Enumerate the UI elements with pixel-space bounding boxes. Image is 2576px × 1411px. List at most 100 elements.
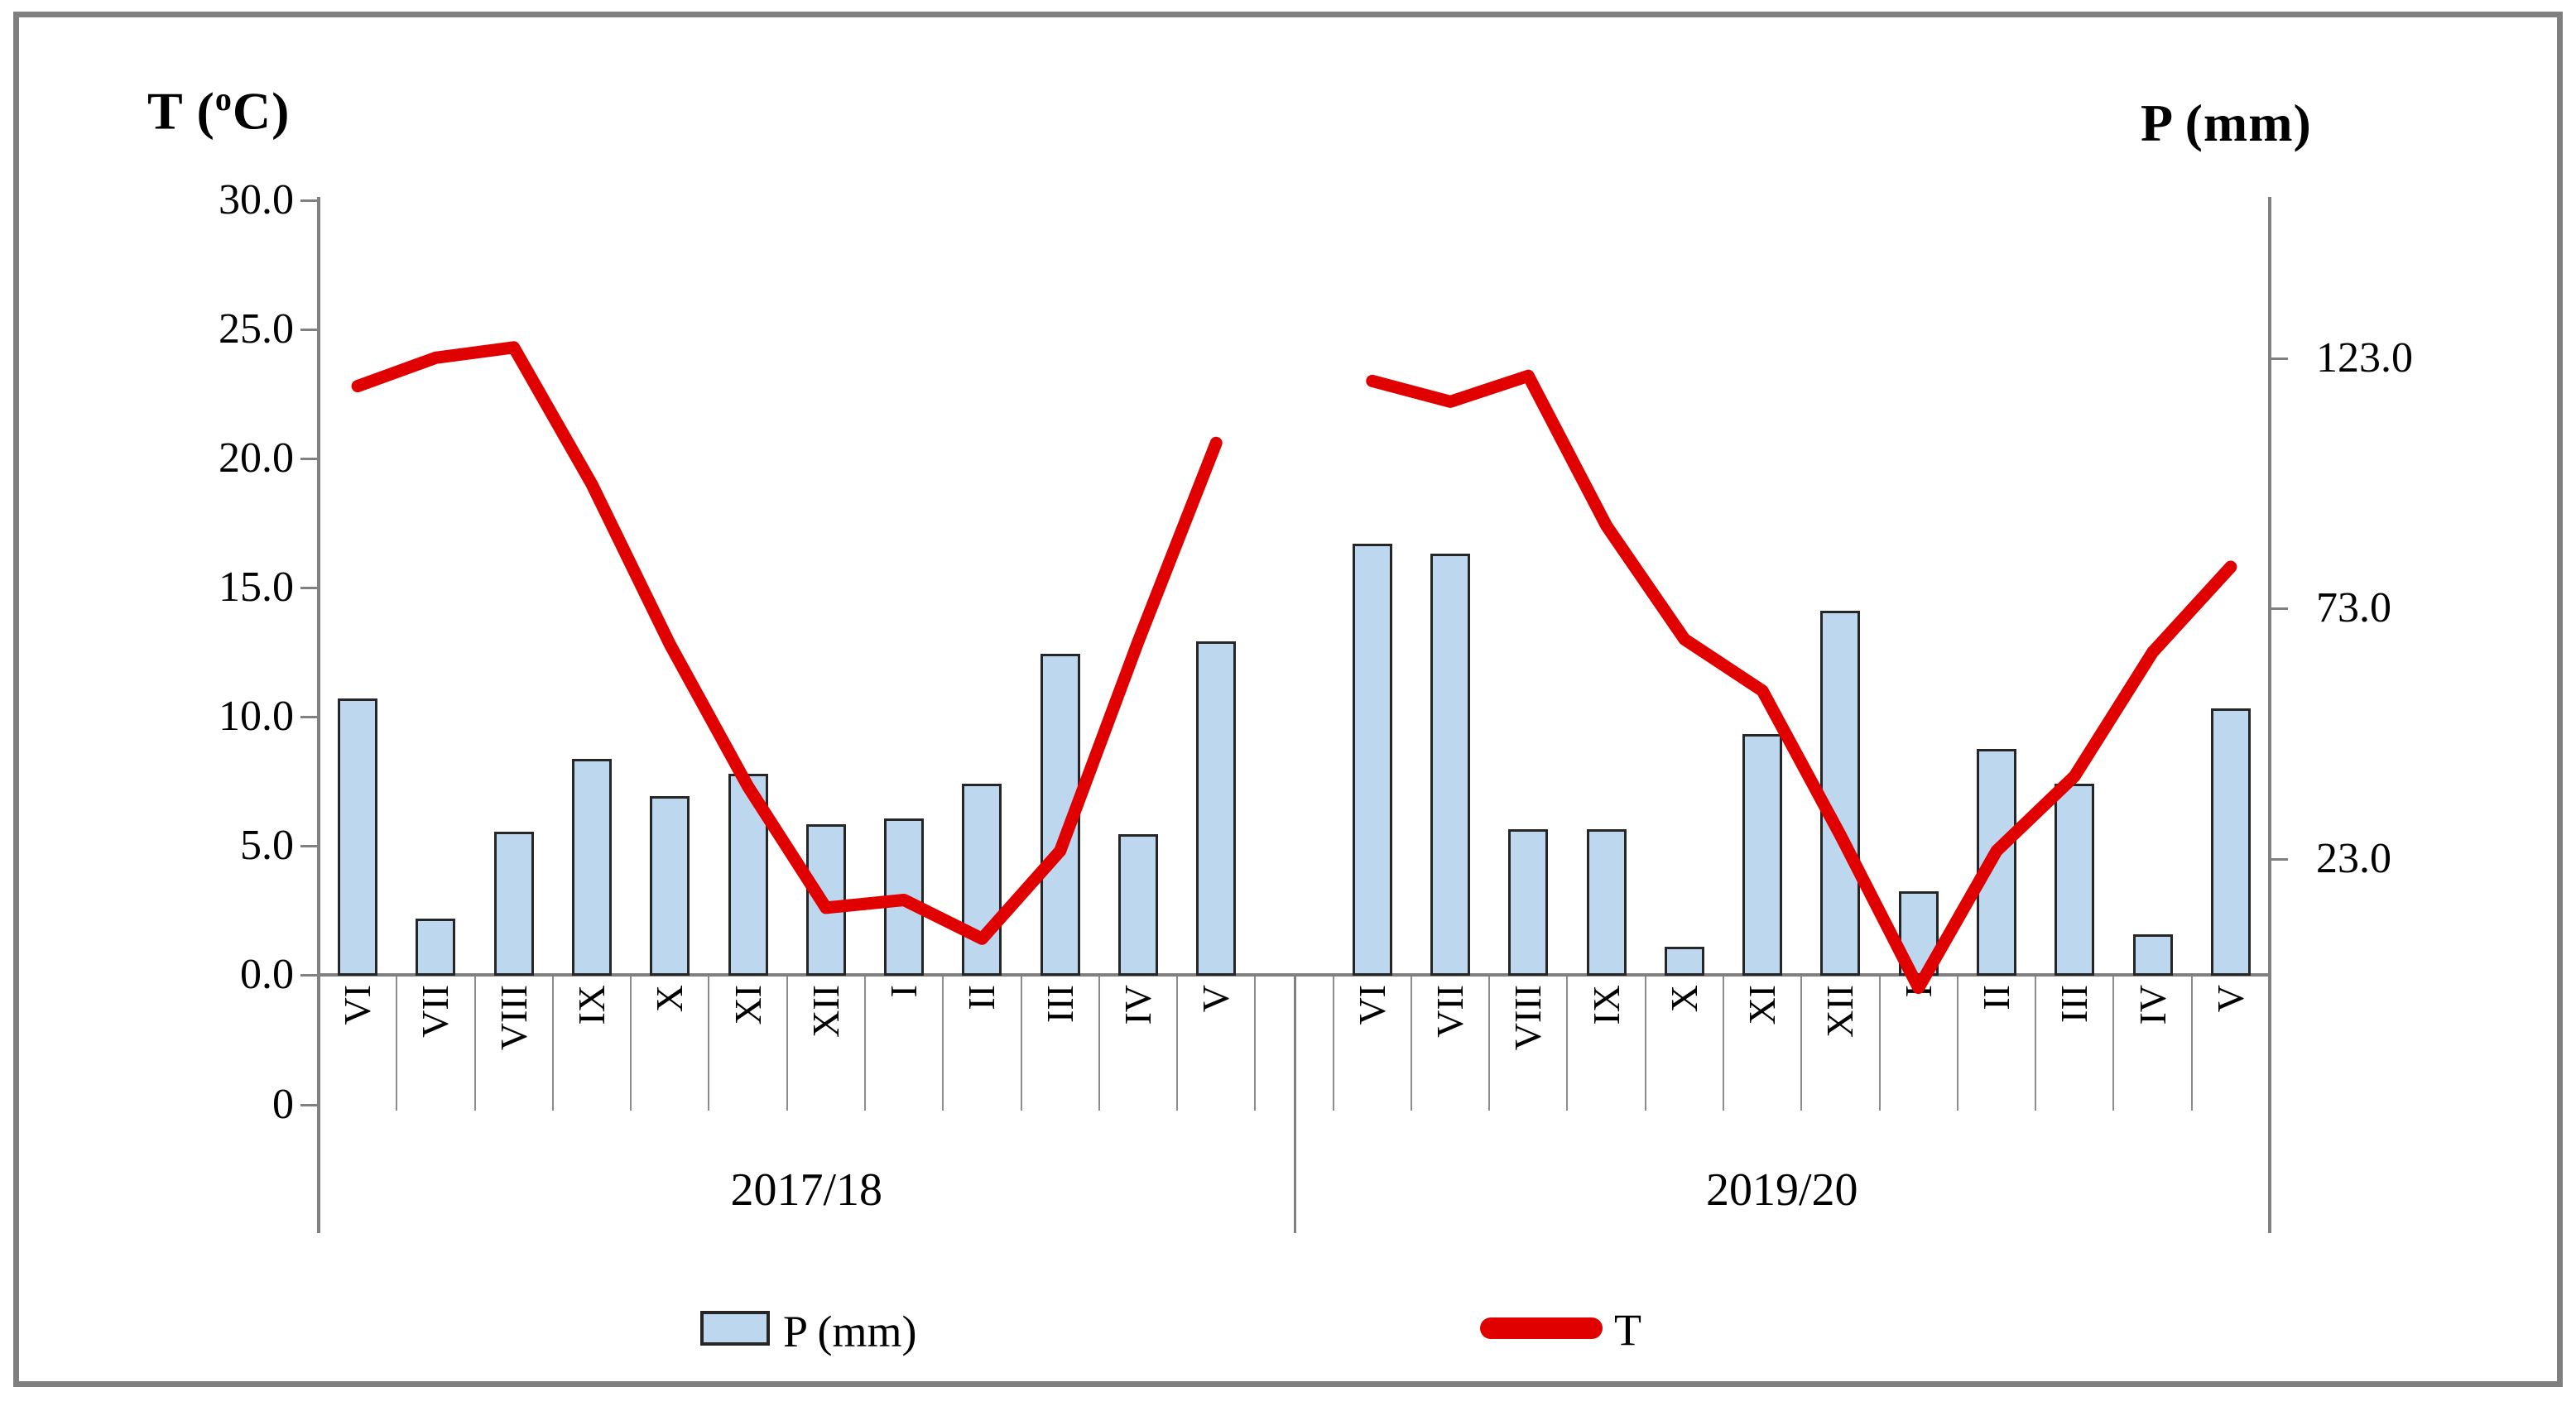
month-label-b-V: V: [2208, 985, 2252, 1013]
group-divider-line: [1293, 975, 1296, 1233]
month-label-a-II: II: [960, 985, 1003, 1010]
month-label-a-X: X: [648, 985, 691, 1013]
month-label-a-VII: VII: [414, 985, 457, 1038]
bar-2017/18-VIII: [493, 831, 534, 976]
bar-2019/20-XII: [1820, 611, 1861, 976]
bar-2017/18-I: [884, 818, 925, 976]
right-axis-line: [2268, 197, 2271, 1233]
left-axis-tick-label: 25.0: [219, 305, 294, 353]
month-label-a-XI: XI: [726, 985, 769, 1025]
left-axis-tick: [300, 587, 319, 589]
left-axis-line: [317, 197, 320, 1233]
month-cell-separator: [551, 975, 554, 1111]
month-cell-separator: [1488, 975, 1491, 1111]
bar-2017/18-VI: [338, 698, 378, 976]
bar-2019/20-VI: [1352, 543, 1392, 976]
right-axis-tick-label: 123.0: [2316, 334, 2413, 382]
bar-2019/20-VIII: [1508, 828, 1549, 976]
month-label-b-II: II: [1975, 985, 2018, 1010]
month-label-b-VII: VII: [1429, 985, 1472, 1038]
left-axis-tick-label: 15.0: [219, 564, 294, 611]
bar-2017/18-IV: [1117, 833, 1158, 976]
left-axis-tick: [300, 716, 319, 718]
left-axis-title-text2: C): [232, 81, 291, 141]
right-axis-tick-label: 23.0: [2316, 834, 2391, 882]
right-axis-tick: [2270, 607, 2288, 611]
bar-2019/20-I: [1898, 891, 1939, 976]
month-cell-separator: [863, 975, 866, 1111]
bar-2017/18-III: [1040, 653, 1080, 976]
left-axis-tick: [300, 845, 319, 847]
season-label-2019/20: 2019/20: [1705, 1164, 1858, 1216]
month-cell-separator: [1644, 975, 1646, 1111]
bar-2019/20-XI: [1742, 733, 1783, 976]
month-label-b-XII: XII: [1819, 985, 1862, 1038]
left-axis-tick-label: 10.0: [219, 693, 294, 740]
bar-2017/18-V: [1196, 641, 1237, 976]
category-axis-origin-label: 0: [272, 1081, 294, 1128]
month-cell-separator: [2190, 975, 2193, 1111]
bar-2019/20-II: [1977, 748, 2017, 976]
month-label-b-VI: VI: [1350, 985, 1393, 1025]
month-label-b-XI: XI: [1741, 985, 1784, 1025]
bar-2017/18-VII: [416, 919, 456, 976]
left-axis-title: T (oC): [147, 79, 290, 142]
month-cell-separator: [1254, 975, 1257, 1111]
bar-2019/20-VII: [1430, 553, 1471, 976]
right-axis-title: P (mm): [2141, 94, 2312, 152]
left-axis-tick-label: 20.0: [219, 434, 294, 482]
month-label-a-IX: IX: [570, 985, 613, 1025]
month-cell-separator: [1566, 975, 1569, 1111]
right-axis-tick-label: 73.0: [2316, 584, 2391, 632]
right-axis-tick: [2270, 357, 2288, 360]
month-label-b-IV: IV: [2131, 985, 2174, 1025]
month-cell-separator: [708, 975, 710, 1111]
category-axis-origin-tick: [300, 1104, 319, 1106]
legend-line-swatch: [1480, 1317, 1603, 1339]
month-cell-separator: [2035, 975, 2037, 1111]
month-label-a-IV: IV: [1116, 985, 1159, 1025]
left-axis-tick-label: 0.0: [240, 951, 294, 998]
month-cell-separator: [396, 975, 398, 1111]
left-axis-tick: [300, 329, 319, 331]
month-cell-separator: [942, 975, 944, 1111]
month-label-a-XII: XII: [804, 985, 847, 1038]
month-cell-separator: [1410, 975, 1412, 1111]
month-cell-separator: [1332, 975, 1334, 1111]
bar-2019/20-IV: [2132, 933, 2173, 976]
month-cell-separator: [630, 975, 632, 1111]
month-cell-separator: [1878, 975, 1881, 1111]
month-cell-separator: [1723, 975, 1725, 1111]
legend-line-label: T: [1614, 1305, 1641, 1355]
bar-2017/18-XII: [805, 823, 846, 976]
month-label-b-III: III: [2053, 985, 2096, 1023]
month-label-a-V: V: [1194, 985, 1238, 1013]
month-cell-separator: [1800, 975, 1803, 1111]
degree-superscript: o: [214, 80, 233, 118]
month-label-b-VIII: VIII: [1507, 985, 1550, 1051]
legend-bar-label: P (mm): [783, 1307, 917, 1356]
month-label-a-VIII: VIII: [492, 985, 535, 1051]
month-label-a-VI: VI: [336, 985, 379, 1025]
season-label-2017/18: 2017/18: [730, 1164, 883, 1216]
month-cell-separator: [1176, 975, 1179, 1111]
right-axis-tick: [2270, 857, 2288, 861]
month-label-a-I: I: [882, 985, 925, 998]
left-axis-tick: [300, 458, 319, 460]
left-axis-tick: [300, 199, 319, 202]
bar-2019/20-X: [1664, 946, 1704, 976]
month-cell-separator: [1956, 975, 1958, 1111]
bar-2017/18-IX: [571, 758, 612, 976]
month-cell-separator: [786, 975, 788, 1111]
bar-2017/18-XI: [728, 774, 768, 976]
bar-2019/20-III: [2055, 784, 2095, 976]
month-label-b-I: I: [1896, 985, 1939, 998]
left-axis-title-text: T (: [147, 81, 215, 141]
month-label-b-X: X: [1662, 985, 1705, 1013]
left-axis-tick-label: 5.0: [240, 822, 294, 869]
month-cell-separator: [2112, 975, 2115, 1111]
month-cell-separator: [1020, 975, 1022, 1111]
month-cell-separator: [473, 975, 476, 1111]
bar-2017/18-X: [650, 796, 690, 976]
